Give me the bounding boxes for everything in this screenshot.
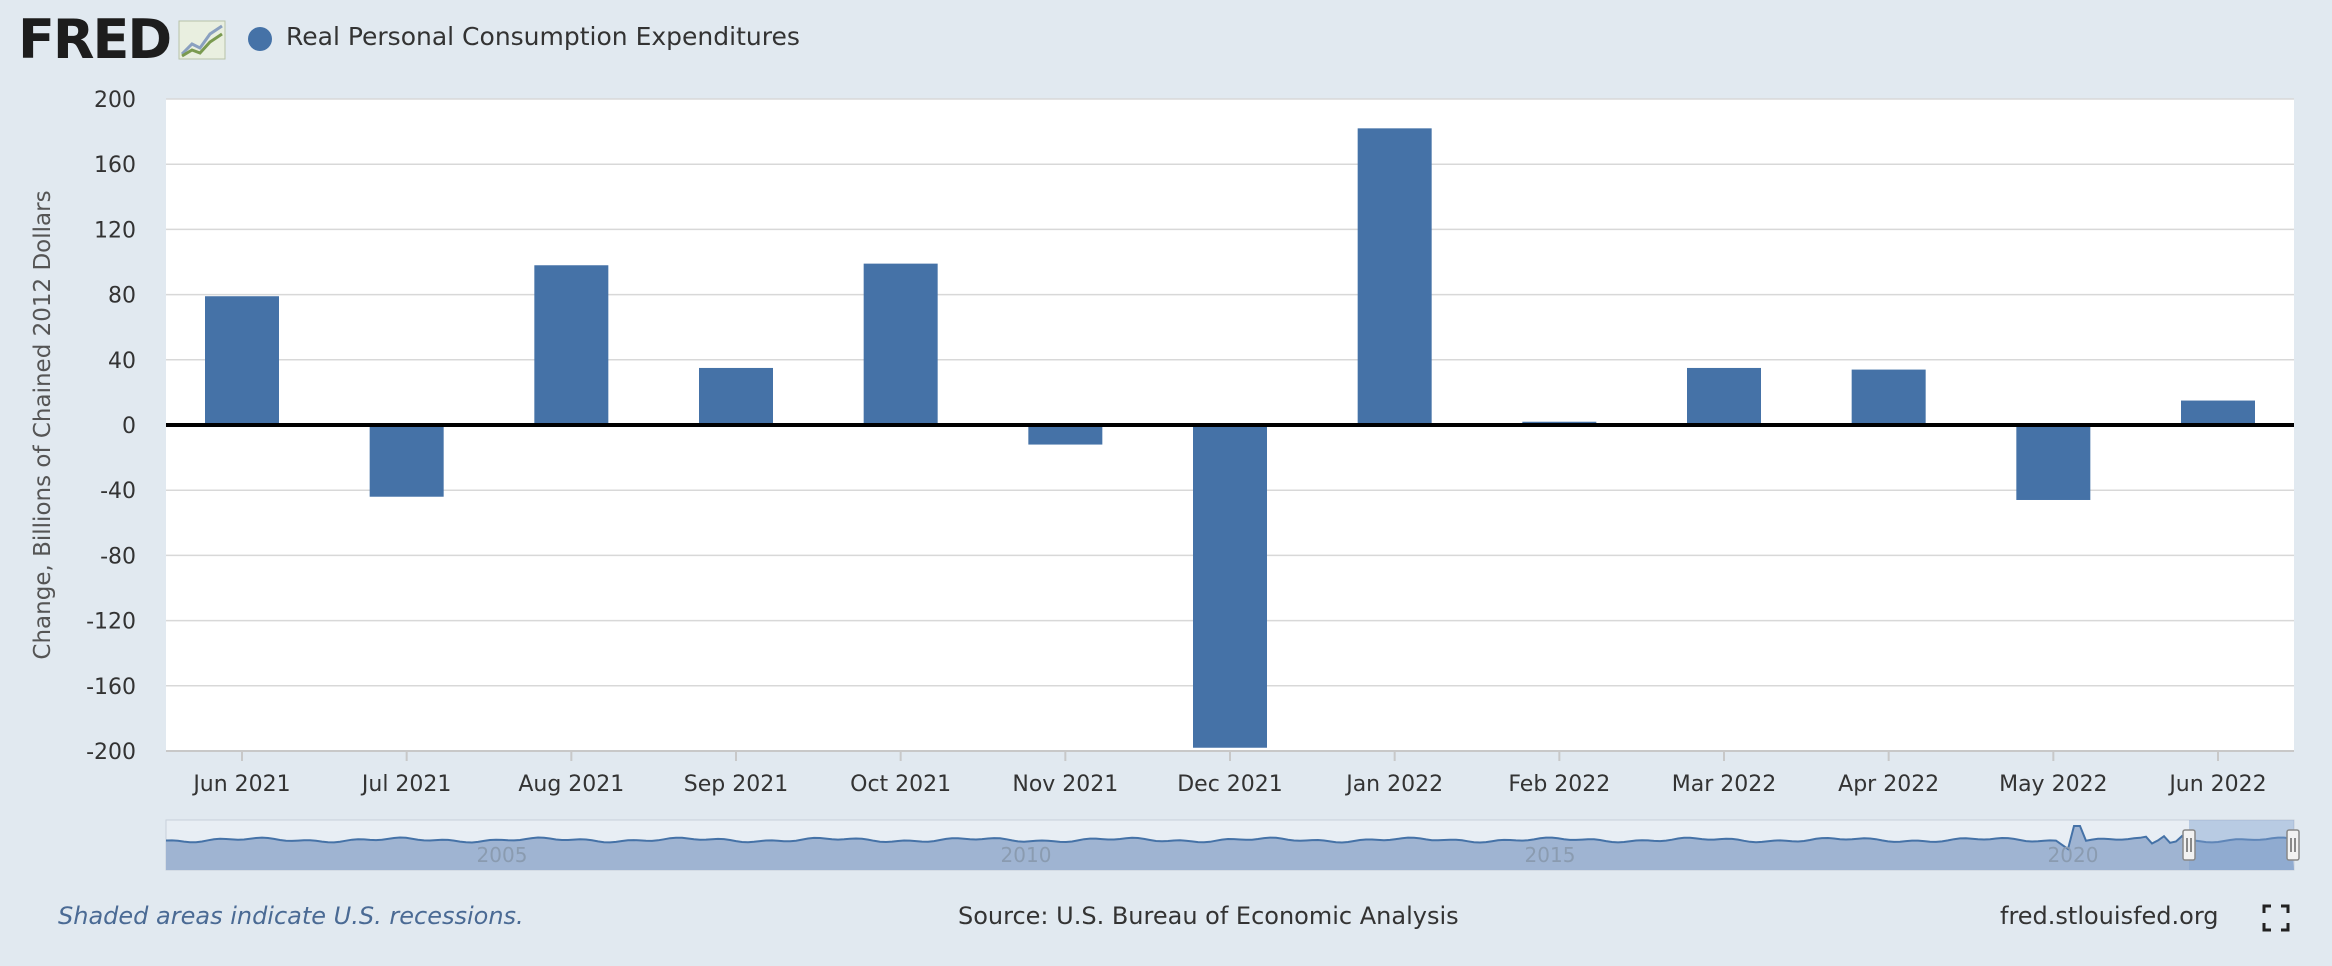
bar[interactable] [2016,425,2091,500]
y-tick-label: 160 [94,153,136,178]
x-tick-label: Apr 2022 [1838,772,1939,797]
y-axis-ticks: 200 160 120 80 40 0 -40 -80 -120 -160 -200 [86,88,136,765]
bar[interactable] [863,263,938,425]
bar[interactable] [369,425,444,497]
y-tick-label: 120 [94,218,136,243]
bar[interactable] [1193,425,1267,748]
navigator-year-label: 2020 [2048,843,2099,867]
x-tick-label: May 2022 [1999,772,2107,797]
fred-logo[interactable]: FRED [18,8,172,71]
x-tick-label: Dec 2021 [1177,772,1283,797]
navigator-right-handle[interactable] [2286,829,2300,861]
navigator-series-area [166,826,2294,870]
bar-chart: 200 160 120 80 40 0 -40 -80 -120 -160 -200 Jun 202… [30,88,2300,871]
x-tick-label: Jan 2022 [1344,772,1443,797]
x-axis-ticks: Jun 2021 Jul 2021 Aug 2021 Sep 2021 Oct 2021… [191,751,2267,797]
x-tick-label: Mar 2022 [1672,772,1777,797]
x-tick-label: Sep 2021 [684,772,788,797]
y-tick-label: -40 [100,479,136,504]
bar[interactable] [1028,425,1103,445]
navigator-year-label: 2015 [1525,843,1576,867]
navigator-year-label: 2010 [1001,843,1052,867]
x-tick-label: Jun 2021 [191,772,290,797]
navigator-year-labels: 2005 2010 2015 2020 [477,843,2099,867]
y-tick-label: -120 [86,610,136,635]
bar[interactable] [1687,367,1761,425]
fred-logo-chart-icon [178,20,226,60]
bar[interactable] [1357,128,1432,425]
x-tick-label: Aug 2021 [518,772,624,797]
x-tick-label: Jul 2021 [360,772,452,797]
navigator-left-handle[interactable] [2182,829,2196,861]
y-axis-title: Change, Billions of Chained 2012 Dollars [30,190,56,659]
bar[interactable] [205,296,279,425]
y-tick-label: 80 [108,284,136,309]
site-link[interactable]: fred.stlouisfed.org [2000,902,2219,930]
y-tick-label: 0 [122,414,136,439]
x-tick-label: Feb 2022 [1508,772,1610,797]
y-tick-label: 40 [108,349,136,374]
chart-header: FRED Real Personal Consumption Expenditu… [0,0,2332,90]
bar[interactable] [2181,400,2255,425]
fullscreen-icon[interactable] [2262,904,2290,932]
navigator-series-line [165,825,2291,851]
time-navigator[interactable]: 2005 2010 2015 2020 [165,819,2300,871]
legend-label[interactable]: Real Personal Consumption Expenditures [286,22,800,51]
x-tick-label: Oct 2021 [850,772,951,797]
x-tick-label: Nov 2021 [1012,772,1118,797]
y-tick-label: 200 [94,88,136,113]
y-tick-label: -200 [86,740,136,765]
navigator-selected-range[interactable] [2189,820,2294,870]
legend-marker [248,27,272,51]
navigator-year-label: 2005 [477,843,528,867]
y-tick-label: -80 [100,544,136,569]
source-credit: Source: U.S. Bureau of Economic Analysis [958,902,1459,930]
recession-note: Shaded areas indicate U.S. recessions. [58,902,524,930]
x-tick-label: Jun 2022 [2167,772,2266,797]
bars [205,128,2255,748]
y-tick-label: -160 [86,675,136,700]
bar[interactable] [534,265,609,425]
bar[interactable] [699,367,773,425]
bar[interactable] [1851,369,1926,425]
